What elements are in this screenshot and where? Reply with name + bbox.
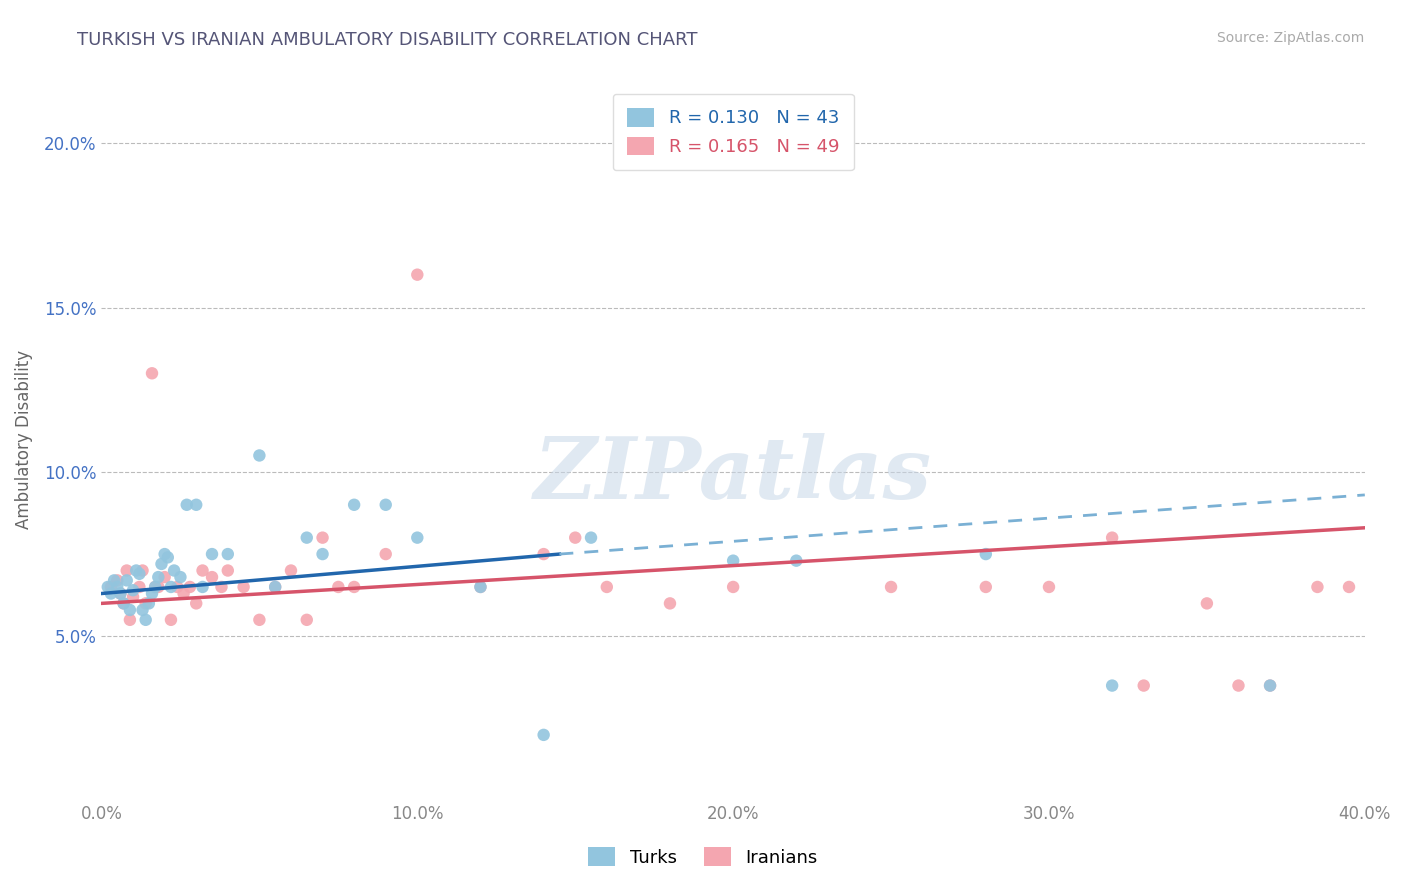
Point (160, 580, 183, 594)
Point (141, 586, 163, 600)
Point (406, 531, 429, 545)
Point (721, 580, 744, 594)
Point (179, 580, 201, 594)
Point (122, 583, 145, 598)
Point (1101, 679, 1123, 693)
Point (176, 498, 198, 512)
Point (103, 574, 125, 588)
Point (1132, 679, 1154, 693)
Point (128, 566, 150, 581)
Point (138, 596, 160, 610)
Point (659, 596, 682, 610)
Point (232, 580, 254, 594)
Point (974, 547, 997, 561)
Point (343, 498, 366, 512)
Point (974, 580, 997, 594)
Legend: Turks, Iranians: Turks, Iranians (581, 840, 825, 874)
Point (295, 613, 318, 627)
Point (533, 728, 555, 742)
Point (264, 580, 287, 594)
Point (173, 586, 195, 600)
Point (135, 613, 157, 627)
Point (596, 580, 619, 594)
Point (1227, 679, 1250, 693)
Point (280, 564, 302, 578)
Point (148, 580, 170, 594)
Point (470, 580, 492, 594)
Point (131, 603, 153, 617)
Y-axis label: Ambulatory Disability: Ambulatory Disability (15, 350, 32, 529)
Point (105, 580, 128, 594)
Point (1038, 580, 1060, 594)
Point (201, 570, 224, 584)
Point (112, 596, 135, 610)
Point (579, 531, 602, 545)
Point (1306, 580, 1329, 594)
Point (156, 550, 179, 565)
Point (533, 547, 555, 561)
Point (125, 564, 148, 578)
Point (311, 547, 333, 561)
Point (115, 574, 138, 588)
Point (295, 531, 318, 545)
Point (166, 580, 188, 594)
Point (247, 449, 270, 463)
Point (153, 570, 176, 584)
Point (880, 580, 903, 594)
Point (1258, 679, 1281, 693)
Point (191, 564, 214, 578)
Point (191, 580, 214, 594)
Point (110, 586, 132, 600)
Point (118, 603, 141, 617)
Point (118, 613, 141, 627)
Point (153, 547, 176, 561)
Point (141, 366, 163, 380)
Point (143, 580, 166, 594)
Point (100, 586, 122, 600)
Point (135, 596, 157, 610)
Point (97, 580, 120, 594)
Point (186, 498, 208, 512)
Point (169, 570, 191, 584)
Point (343, 580, 366, 594)
Point (143, 580, 166, 594)
Point (374, 498, 396, 512)
Point (311, 531, 333, 545)
Text: ZIPatlas: ZIPatlas (534, 434, 932, 517)
Legend: R = 0.130   N = 43, R = 0.165   N = 49: R = 0.130 N = 43, R = 0.165 N = 49 (613, 94, 853, 170)
Point (148, 570, 170, 584)
Point (100, 580, 122, 594)
Point (131, 564, 153, 578)
Point (247, 613, 270, 627)
Point (105, 574, 128, 588)
Point (115, 564, 138, 578)
Point (1337, 580, 1360, 594)
Text: TURKISH VS IRANIAN AMBULATORY DISABILITY CORRELATION CHART: TURKISH VS IRANIAN AMBULATORY DISABILITY… (77, 31, 697, 49)
Point (264, 580, 287, 594)
Point (1258, 679, 1281, 693)
Point (217, 564, 239, 578)
Point (470, 580, 492, 594)
Point (122, 590, 145, 604)
Point (217, 547, 239, 561)
Point (211, 580, 233, 594)
Point (1195, 596, 1218, 610)
Point (128, 580, 150, 594)
Point (112, 596, 135, 610)
Point (721, 554, 744, 568)
Point (374, 547, 396, 561)
Point (1101, 531, 1123, 545)
Point (110, 586, 132, 600)
Point (201, 547, 224, 561)
Point (785, 554, 807, 568)
Point (406, 268, 429, 282)
Point (186, 596, 208, 610)
Point (564, 531, 586, 545)
Point (328, 580, 350, 594)
Point (163, 564, 186, 578)
Point (150, 557, 173, 571)
Text: Source: ZipAtlas.com: Source: ZipAtlas.com (1216, 31, 1364, 45)
Point (160, 613, 183, 627)
